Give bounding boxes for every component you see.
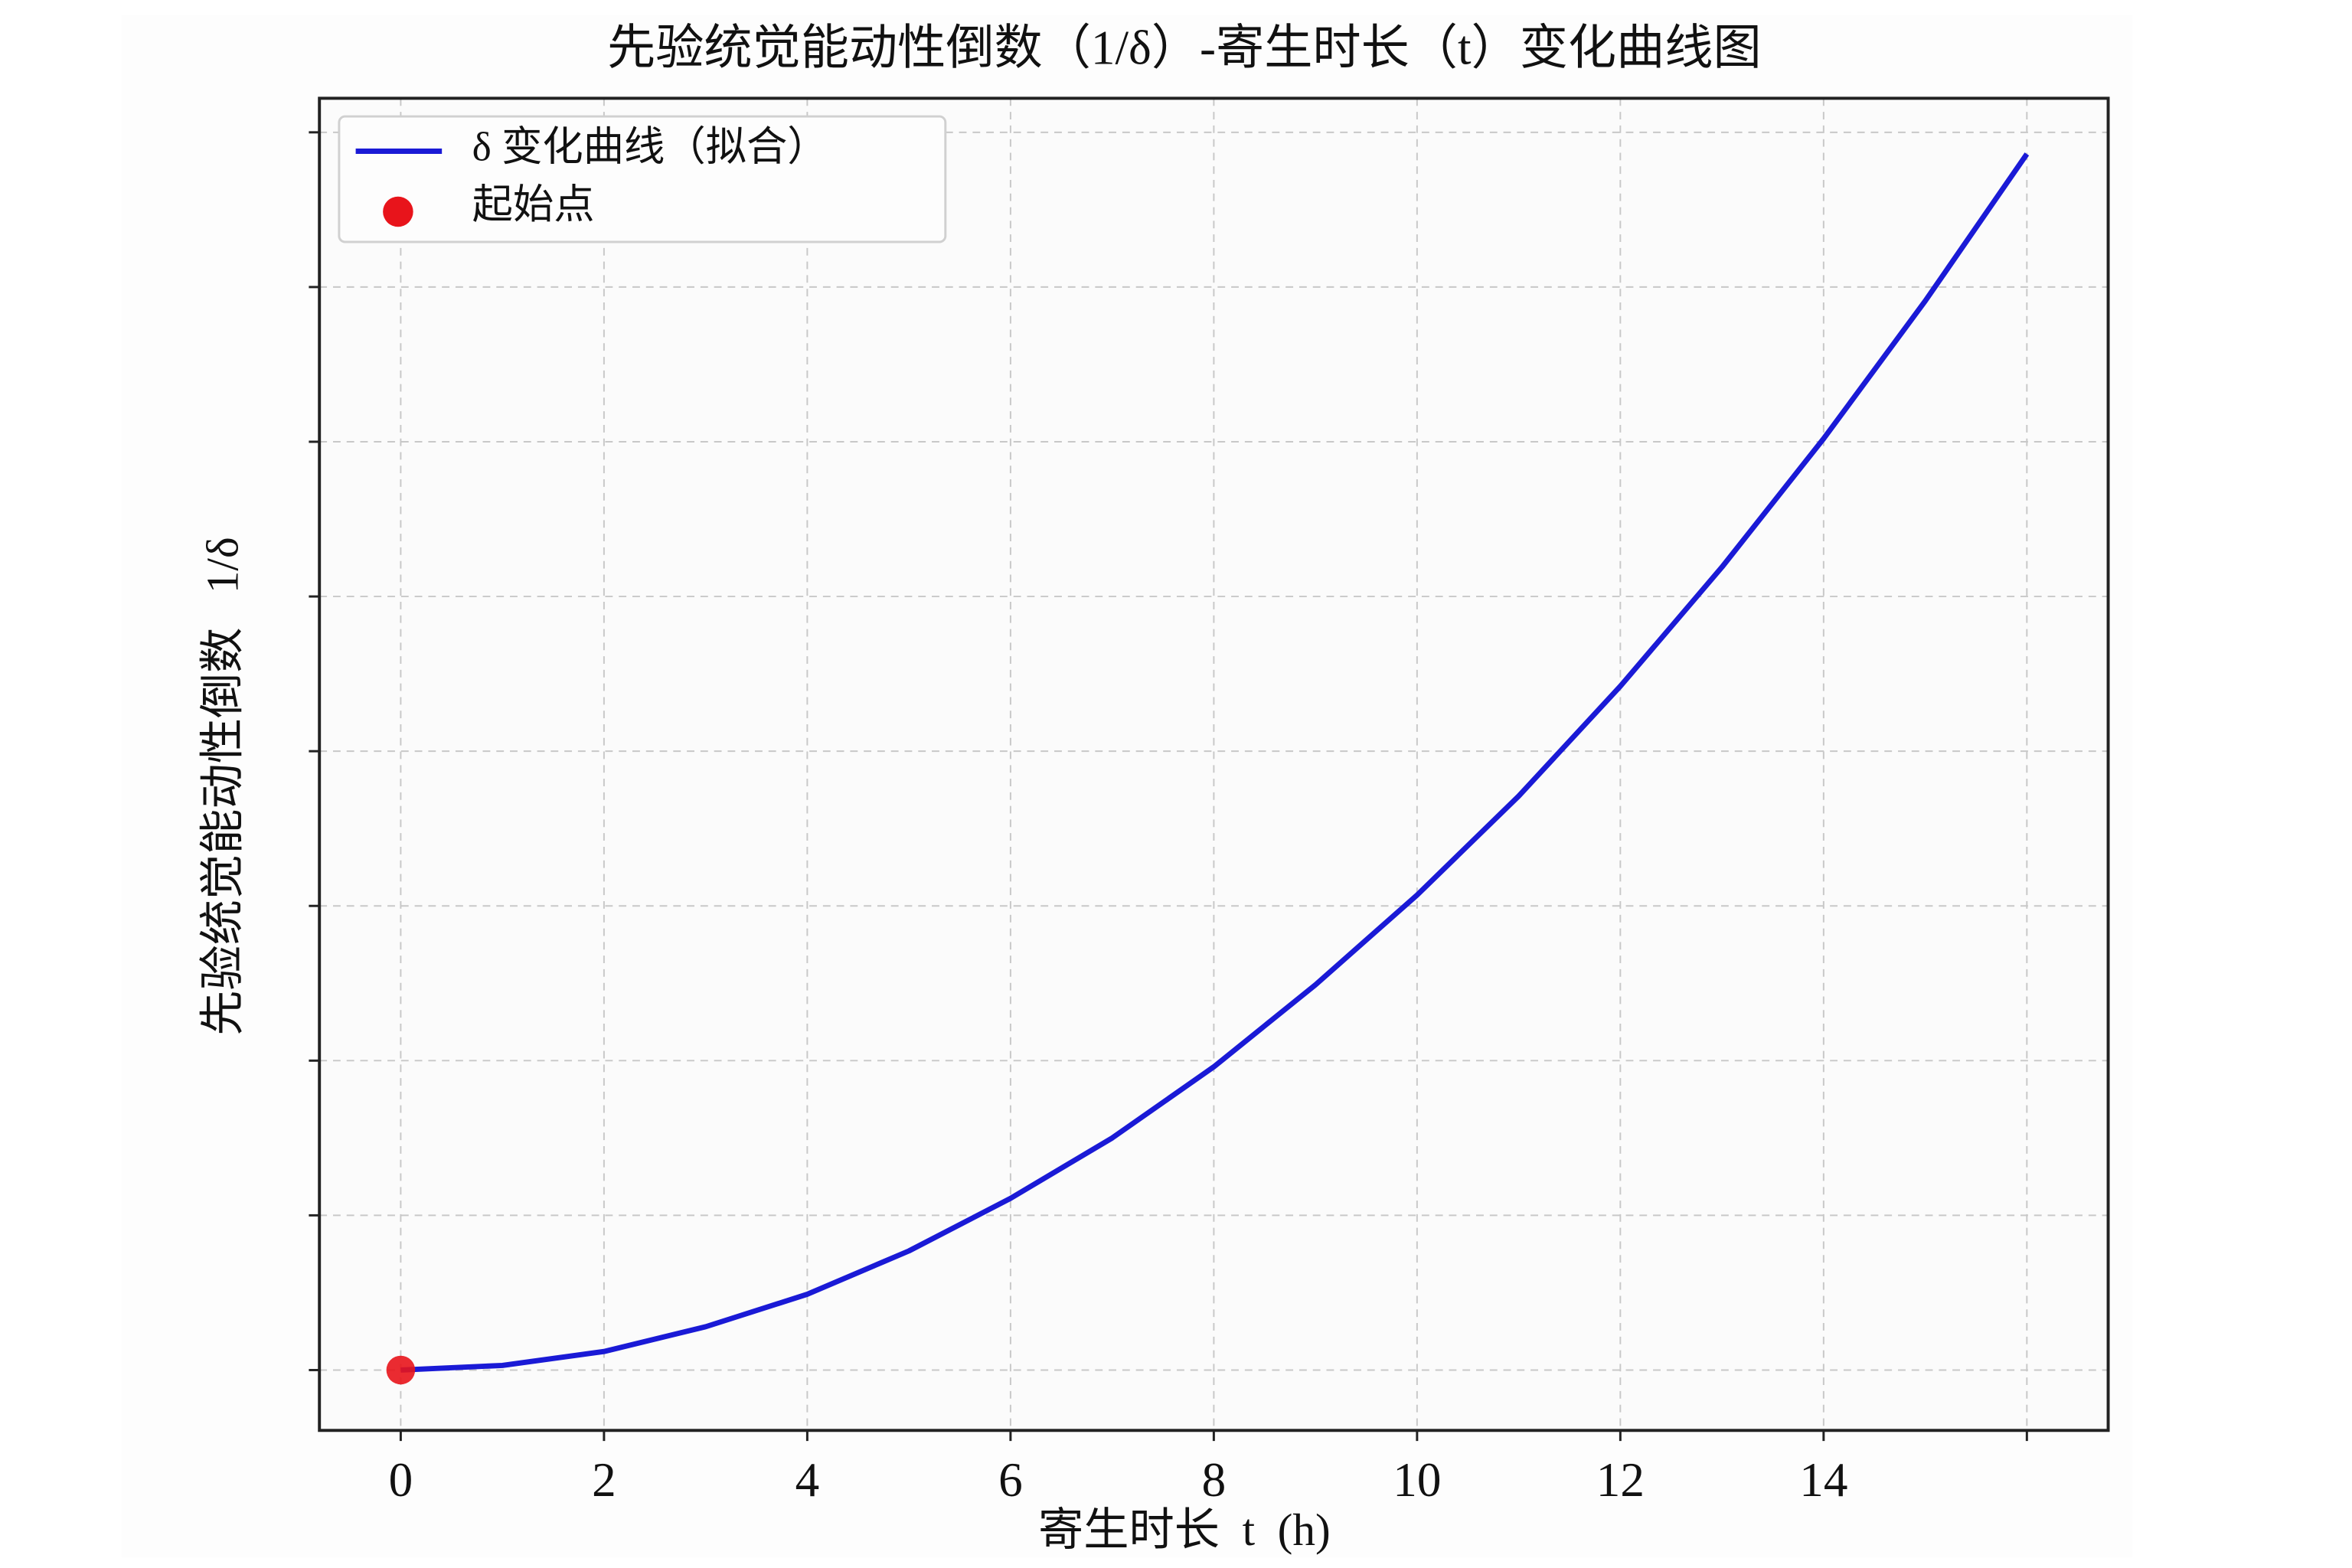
x-tick-label: 14 <box>1799 1453 1847 1507</box>
x-axis-label: 寄生时长 t (h) <box>1038 1504 1331 1555</box>
chart-title: 先验统觉能动性倒数（1/δ）-寄生时长（t）变化曲线图 <box>607 21 1762 75</box>
x-tick-label: 4 <box>795 1453 820 1507</box>
x-tick-label: 2 <box>592 1453 616 1507</box>
legend-label: δ 变化曲线（拟合） <box>472 124 828 170</box>
data-line <box>400 152 2030 1373</box>
x-tick-label: 10 <box>1393 1453 1441 1507</box>
x-tick-label: 12 <box>1596 1453 1645 1507</box>
data-point <box>386 1355 416 1385</box>
x-tick-label: 8 <box>1202 1453 1227 1507</box>
legend-label: 起始点 <box>472 181 595 227</box>
x-tick-label: 0 <box>389 1453 413 1507</box>
legend-swatch <box>383 196 413 227</box>
legend-box <box>338 115 947 243</box>
x-tick-label: 6 <box>998 1453 1023 1507</box>
plot-frame <box>318 96 2110 1432</box>
y-axis-label: 先验统觉能动性倒数 1/δ <box>197 537 247 1036</box>
